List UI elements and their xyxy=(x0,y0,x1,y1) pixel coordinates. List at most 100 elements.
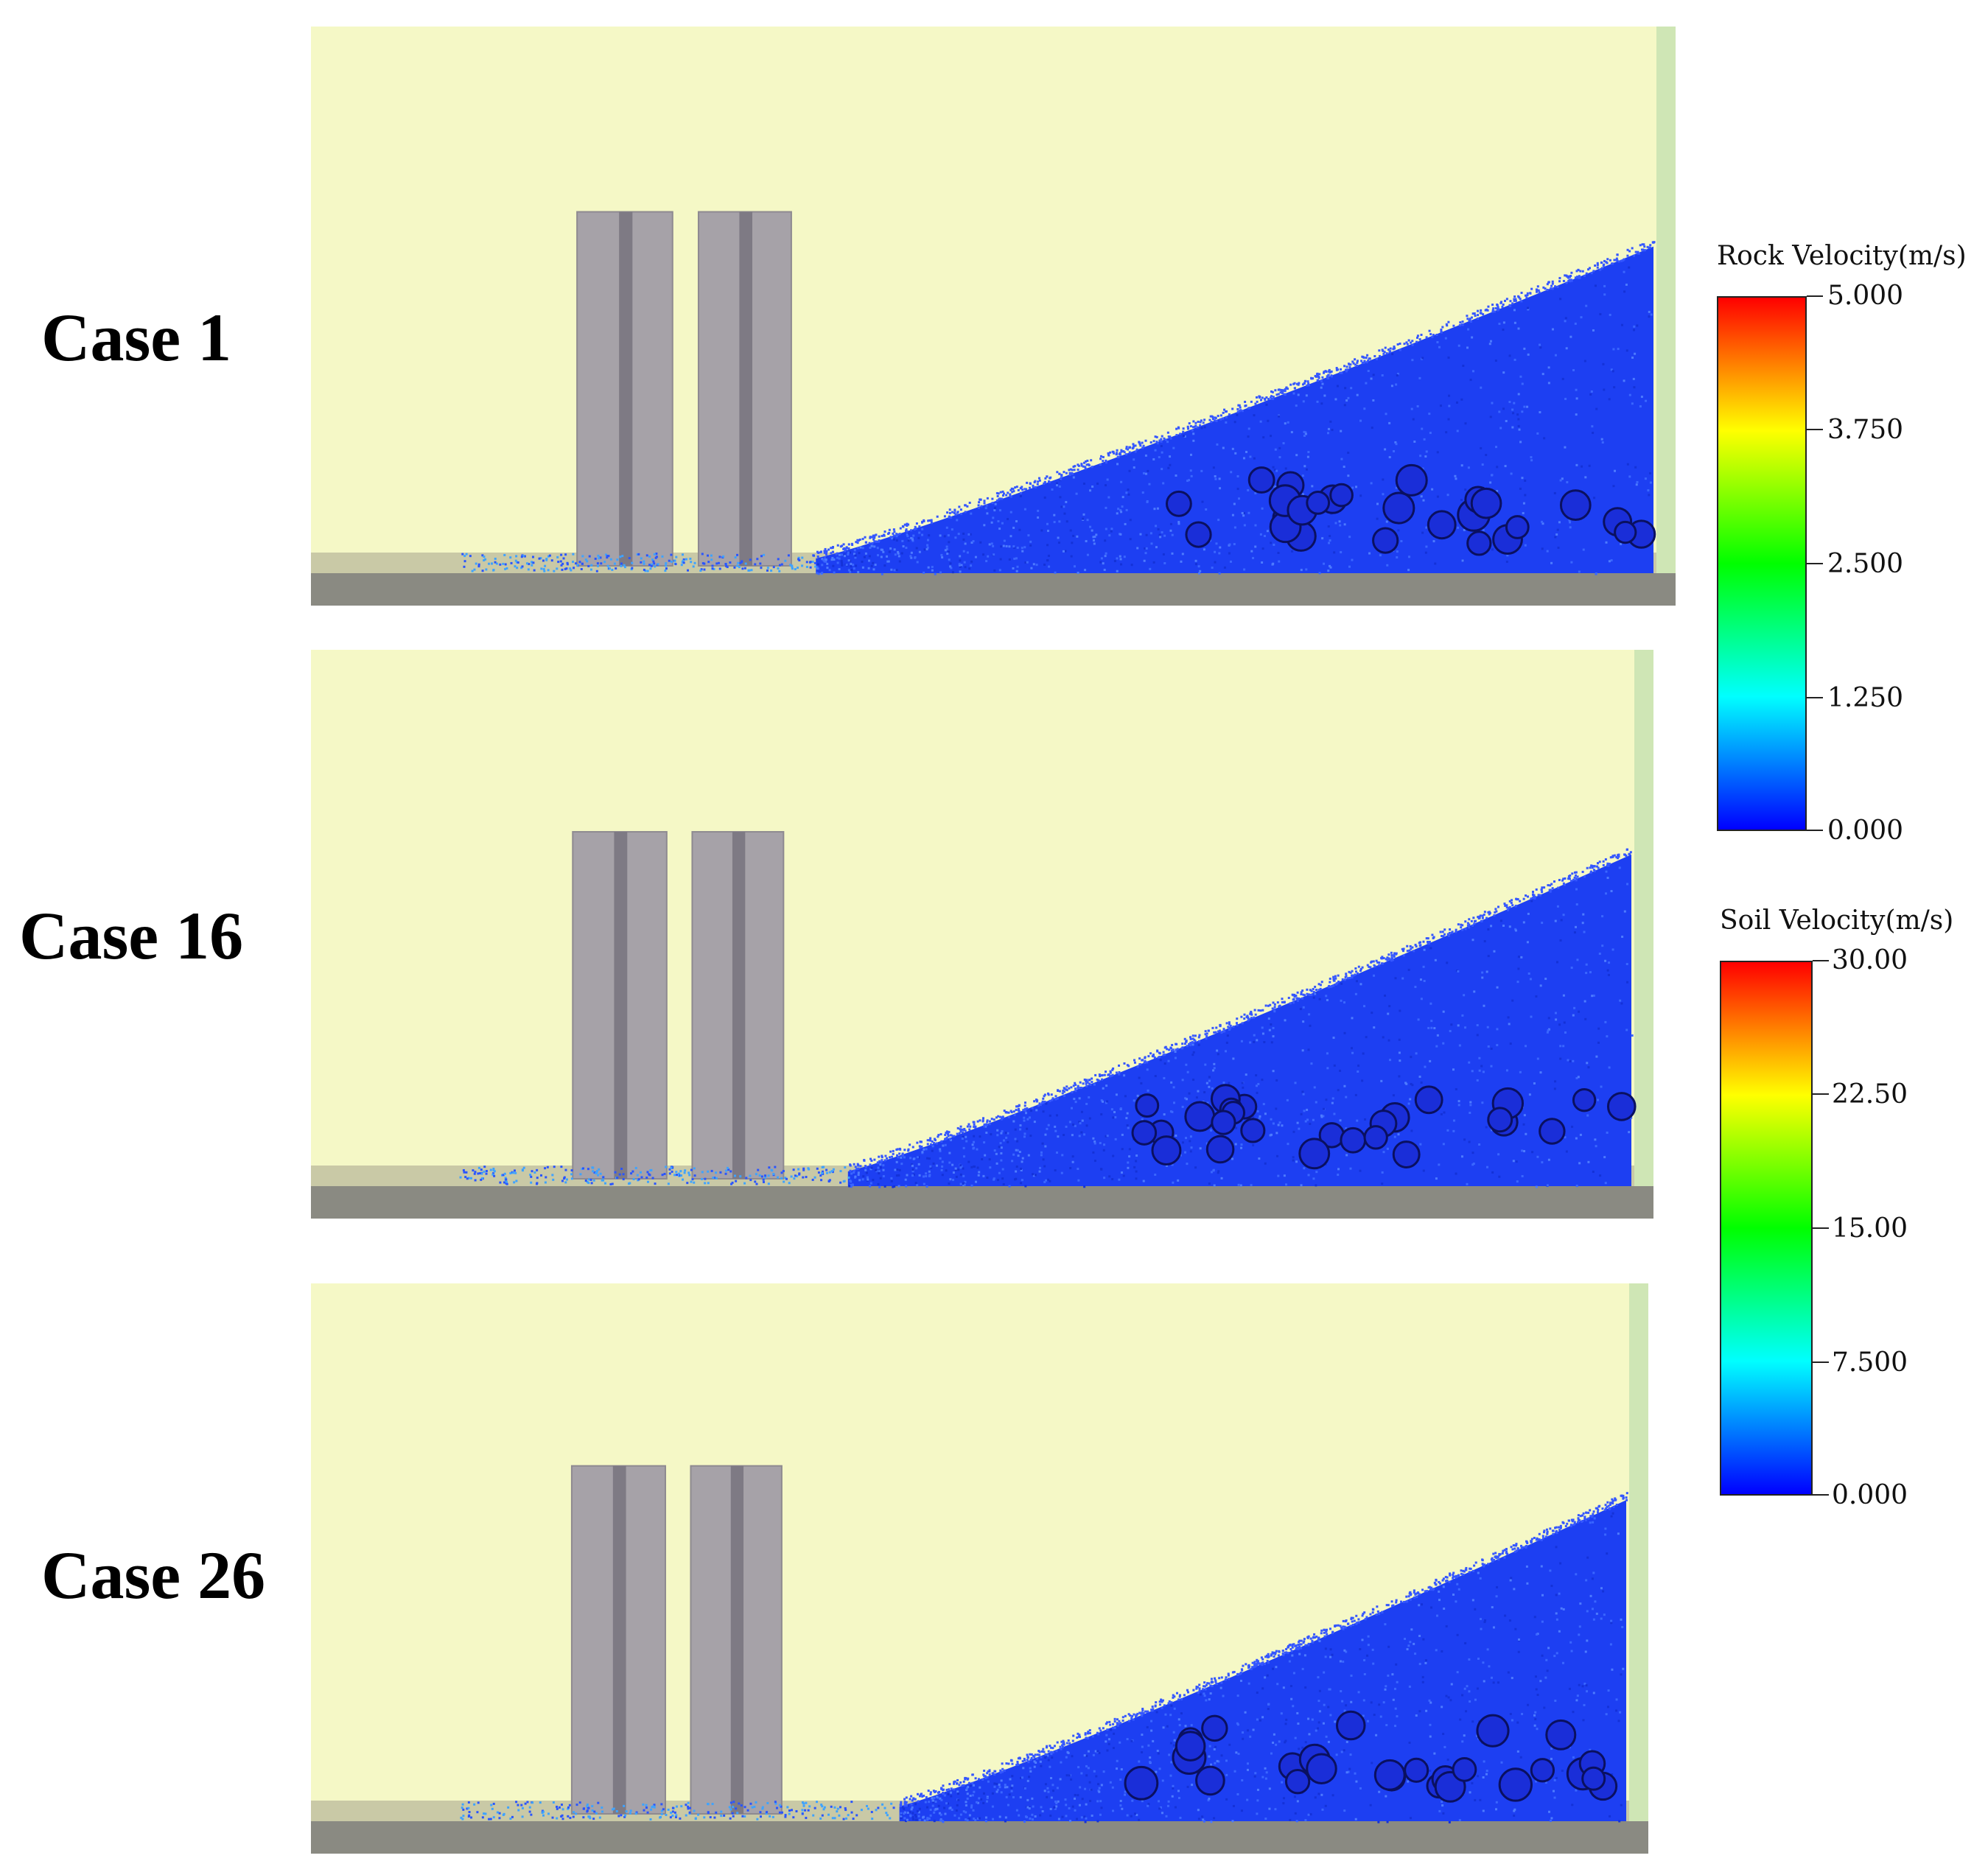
soil-particle xyxy=(1172,1048,1175,1051)
soil-particle xyxy=(970,1806,973,1809)
soil-particle xyxy=(811,1178,814,1181)
soil-particle xyxy=(1037,1104,1040,1107)
soil-particle xyxy=(1323,562,1326,565)
soil-particle xyxy=(564,567,567,570)
soil-particle xyxy=(474,1179,477,1182)
soil-particle xyxy=(1370,482,1373,485)
soil-particle xyxy=(512,1171,515,1174)
soil-particle xyxy=(620,1167,623,1170)
soil-particle xyxy=(1555,1594,1558,1597)
soil-particle xyxy=(961,1784,964,1787)
soil-particle xyxy=(1402,954,1405,957)
soil-particle xyxy=(1051,488,1054,491)
soil-particle xyxy=(1474,1698,1477,1701)
soil-particle xyxy=(1507,907,1510,910)
soil-particle xyxy=(1617,855,1620,858)
soil-particle xyxy=(1542,286,1545,289)
soil-particle xyxy=(1073,1797,1076,1800)
soil-particle xyxy=(1189,469,1192,472)
soil-particle xyxy=(1343,1749,1345,1752)
soil-particle xyxy=(725,564,728,567)
soil-particle xyxy=(959,1173,962,1176)
soil-particle xyxy=(948,511,951,514)
soil-particle xyxy=(981,553,984,556)
soil-particle xyxy=(1307,451,1310,454)
soil-particle xyxy=(1233,421,1236,424)
soil-particle xyxy=(688,1174,691,1177)
soil-particle xyxy=(1196,426,1199,429)
soil-particle xyxy=(1046,1795,1049,1798)
soil-particle xyxy=(1549,1569,1552,1572)
soil-particle xyxy=(1461,1014,1464,1017)
rock-particle xyxy=(1427,510,1457,540)
soil-particle xyxy=(1387,1645,1390,1648)
soil-particle xyxy=(1065,500,1068,503)
soil-particle xyxy=(928,1174,931,1177)
soil-particle xyxy=(543,569,546,572)
soil-particle xyxy=(1158,1052,1161,1055)
soil-particle xyxy=(737,561,740,564)
soil-particle xyxy=(1198,572,1201,575)
soil-particle xyxy=(1603,388,1606,391)
soil-particle xyxy=(1015,1764,1018,1767)
soil-particle xyxy=(1575,1076,1578,1079)
soil-particle xyxy=(1191,1041,1194,1044)
soil-particle xyxy=(1522,512,1525,515)
soil-particle xyxy=(1357,965,1360,968)
soil-particle xyxy=(1549,884,1552,887)
soil-particle xyxy=(1274,448,1277,451)
soil-particle xyxy=(1191,1037,1194,1040)
soil-particle xyxy=(983,524,986,527)
soil-particle xyxy=(1579,270,1582,273)
soil-particle xyxy=(1170,1049,1173,1052)
soil-particle xyxy=(1558,1630,1561,1633)
soil-particle xyxy=(1490,1676,1493,1679)
soil-particle xyxy=(1301,1090,1304,1093)
soil-particle xyxy=(1325,1735,1328,1738)
soil-particle xyxy=(1175,474,1177,477)
soil-particle xyxy=(983,1125,986,1128)
soil-particle xyxy=(1356,360,1359,362)
soil-particle xyxy=(1399,1059,1401,1062)
soil-particle xyxy=(1345,1740,1348,1743)
soil-particle xyxy=(1547,366,1550,369)
soil-particle xyxy=(872,561,875,564)
soil-particle xyxy=(1345,399,1348,402)
soil-particle xyxy=(1277,1124,1280,1126)
soil-particle xyxy=(1387,1012,1390,1015)
soil-particle xyxy=(1356,972,1359,975)
soil-particle xyxy=(968,567,971,570)
soil-particle xyxy=(1013,546,1016,549)
soil-particle xyxy=(587,1168,589,1171)
soil-particle xyxy=(1208,1079,1211,1082)
soil-particle xyxy=(1631,402,1634,405)
soil-particle xyxy=(853,1171,855,1174)
soil-particle xyxy=(1138,441,1141,444)
soil-particle xyxy=(535,1182,538,1185)
soil-particle xyxy=(1036,1099,1039,1102)
soil-particle xyxy=(964,542,967,545)
soil-particle xyxy=(933,1820,936,1823)
soil-particle xyxy=(962,1174,965,1177)
soil-particle xyxy=(715,562,718,565)
soil-particle xyxy=(893,548,896,551)
soil-particle xyxy=(1486,1026,1489,1028)
soil-particle xyxy=(827,548,830,551)
soil-particle xyxy=(743,1182,746,1185)
soil-particle xyxy=(974,1819,977,1822)
soil-particle xyxy=(1177,521,1180,524)
soil-particle xyxy=(1574,874,1577,877)
soil-particle xyxy=(1277,1174,1280,1177)
soil-particle xyxy=(959,559,962,562)
soil-particle xyxy=(764,1174,767,1177)
soil-particle xyxy=(1558,1529,1561,1532)
soil-particle xyxy=(1147,1744,1150,1747)
soil-particle xyxy=(929,1791,932,1794)
soil-particle xyxy=(1385,1685,1387,1688)
soil-particle xyxy=(1102,1149,1105,1152)
soil-particle xyxy=(1435,1177,1438,1180)
soil-particle xyxy=(1392,1094,1395,1097)
soil-particle xyxy=(1586,1114,1589,1117)
soil-particle xyxy=(1323,1107,1326,1110)
soil-particle xyxy=(1415,945,1418,948)
